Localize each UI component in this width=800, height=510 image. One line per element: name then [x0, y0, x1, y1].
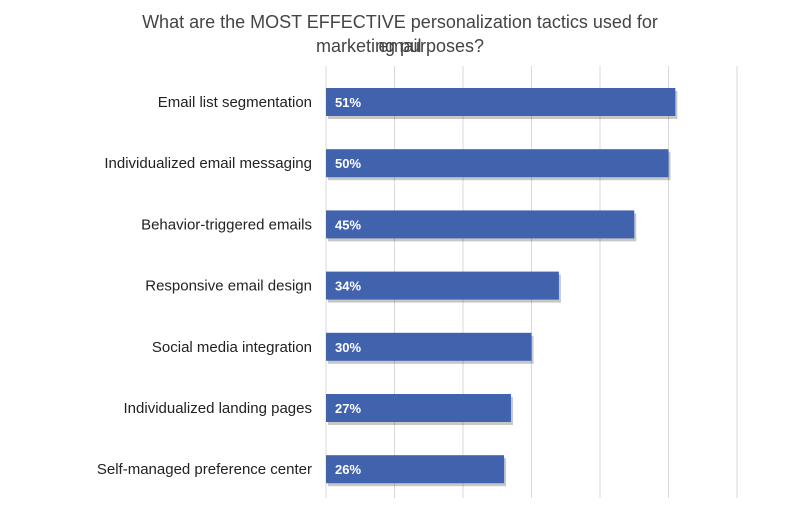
category-labels: Email list segmentation Individualized em… — [97, 94, 312, 478]
chart-title-line-2: marketing purposes? — [315, 36, 485, 56]
bar — [326, 455, 505, 484]
data-label: 26% — [335, 462, 361, 477]
bar — [326, 332, 532, 361]
bars — [326, 88, 678, 487]
bar — [326, 88, 676, 116]
category-label: Individualized landing pages — [124, 400, 312, 417]
category-label: Responsive email design — [145, 278, 312, 295]
category-label: Self-managed preference center — [97, 461, 312, 478]
chart-title-line-1: What are the MOST EFFECTIVE personalizat… — [142, 12, 658, 56]
data-label: 34% — [335, 279, 361, 294]
bar — [326, 210, 635, 239]
data-label: 30% — [335, 340, 361, 355]
category-label: Social media integration — [152, 339, 312, 356]
bar — [326, 149, 669, 178]
data-label: 45% — [335, 217, 361, 232]
data-labels: 51% 50% 45% 34% 30% 27% 26% — [335, 95, 361, 477]
category-label: Behavior-triggered emails — [141, 216, 312, 233]
bar — [326, 394, 511, 422]
data-label: 51% — [335, 95, 361, 110]
category-label: Email list segmentation — [158, 94, 312, 111]
data-label: 50% — [335, 156, 361, 171]
category-label: Individualized email messaging — [104, 155, 312, 172]
bar — [326, 271, 559, 300]
data-label: 27% — [335, 401, 361, 416]
